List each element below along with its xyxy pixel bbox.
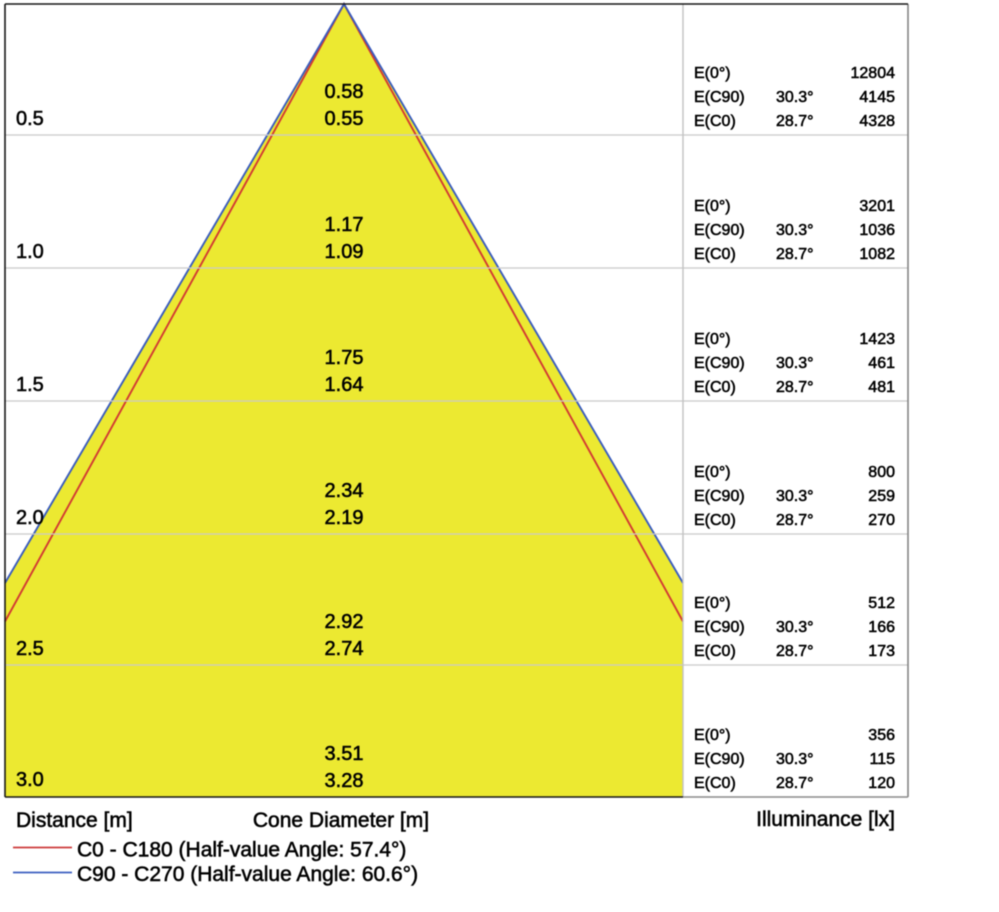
svg-text:2.74: 2.74 bbox=[325, 638, 364, 660]
svg-text:0.5: 0.5 bbox=[16, 108, 44, 130]
svg-text:1.0: 1.0 bbox=[16, 241, 44, 263]
svg-text:E(C0): E(C0) bbox=[694, 113, 736, 130]
svg-text:E(C90): E(C90) bbox=[694, 619, 745, 636]
svg-text:3.0: 3.0 bbox=[16, 769, 44, 791]
svg-text:Illuminance [lx]: Illuminance [lx] bbox=[756, 808, 895, 831]
svg-text:2.0: 2.0 bbox=[16, 507, 44, 529]
svg-text:E(C90): E(C90) bbox=[694, 222, 745, 239]
svg-text:28.7°: 28.7° bbox=[776, 113, 814, 130]
svg-text:30.3°: 30.3° bbox=[776, 222, 814, 239]
svg-text:356: 356 bbox=[868, 727, 895, 744]
svg-text:E(C90): E(C90) bbox=[694, 355, 745, 372]
svg-text:1082: 1082 bbox=[859, 246, 895, 263]
svg-text:30.3°: 30.3° bbox=[776, 89, 814, 106]
svg-text:166: 166 bbox=[868, 619, 895, 636]
svg-text:30.3°: 30.3° bbox=[776, 619, 814, 636]
svg-text:28.7°: 28.7° bbox=[776, 379, 814, 396]
svg-text:28.7°: 28.7° bbox=[776, 643, 814, 660]
svg-text:E(C0): E(C0) bbox=[694, 246, 736, 263]
svg-text:28.7°: 28.7° bbox=[776, 775, 814, 792]
svg-text:1.5: 1.5 bbox=[16, 374, 44, 396]
svg-text:461: 461 bbox=[868, 355, 895, 372]
svg-text:C90 - C270 (Half-value Angle:: C90 - C270 (Half-value Angle: 60.6°) bbox=[77, 863, 418, 886]
svg-text:1423: 1423 bbox=[859, 331, 895, 348]
svg-text:E(0°): E(0°) bbox=[694, 464, 731, 481]
svg-text:1.64: 1.64 bbox=[325, 374, 364, 396]
svg-text:E(C0): E(C0) bbox=[694, 643, 736, 660]
svg-text:1.75: 1.75 bbox=[325, 347, 364, 369]
svg-text:2.5: 2.5 bbox=[16, 638, 44, 660]
svg-text:4145: 4145 bbox=[859, 89, 895, 106]
svg-text:3.28: 3.28 bbox=[325, 770, 364, 792]
svg-text:115: 115 bbox=[869, 751, 895, 768]
svg-text:Cone Diameter [m]: Cone Diameter [m] bbox=[253, 809, 429, 832]
svg-text:3.51: 3.51 bbox=[325, 743, 364, 765]
svg-text:800: 800 bbox=[868, 464, 895, 481]
svg-text:1.09: 1.09 bbox=[325, 241, 364, 263]
svg-text:E(0°): E(0°) bbox=[694, 595, 731, 612]
svg-text:2.19: 2.19 bbox=[325, 507, 364, 529]
svg-text:30.3°: 30.3° bbox=[776, 355, 814, 372]
svg-text:28.7°: 28.7° bbox=[776, 246, 814, 263]
svg-text:259: 259 bbox=[868, 488, 895, 505]
svg-text:E(C90): E(C90) bbox=[694, 89, 745, 106]
svg-text:120: 120 bbox=[868, 775, 895, 792]
svg-text:E(C0): E(C0) bbox=[694, 379, 736, 396]
svg-text:4328: 4328 bbox=[859, 113, 895, 130]
svg-text:481: 481 bbox=[868, 379, 895, 396]
svg-text:1.17: 1.17 bbox=[325, 214, 364, 236]
svg-text:270: 270 bbox=[868, 512, 895, 529]
svg-text:E(0°): E(0°) bbox=[694, 198, 731, 215]
svg-text:E(C0): E(C0) bbox=[694, 512, 736, 529]
svg-text:30.3°: 30.3° bbox=[776, 751, 814, 768]
svg-text:E(C90): E(C90) bbox=[694, 488, 745, 505]
svg-text:E(0°): E(0°) bbox=[694, 65, 731, 82]
svg-text:0.58: 0.58 bbox=[325, 81, 364, 103]
svg-text:1036: 1036 bbox=[859, 222, 895, 239]
svg-text:173: 173 bbox=[868, 643, 895, 660]
svg-text:512: 512 bbox=[868, 595, 895, 612]
svg-text:0.55: 0.55 bbox=[325, 108, 364, 130]
svg-text:E(0°): E(0°) bbox=[694, 331, 731, 348]
svg-text:E(C0): E(C0) bbox=[694, 775, 736, 792]
svg-text:28.7°: 28.7° bbox=[776, 512, 814, 529]
svg-text:12804: 12804 bbox=[851, 65, 896, 82]
svg-text:E(C90): E(C90) bbox=[694, 751, 745, 768]
svg-text:Distance [m]: Distance [m] bbox=[16, 809, 133, 832]
svg-text:2.34: 2.34 bbox=[325, 480, 364, 502]
svg-text:E(0°): E(0°) bbox=[694, 727, 731, 744]
svg-text:C0 - C180 (Half-value Angle: 5: C0 - C180 (Half-value Angle: 57.4°) bbox=[77, 839, 406, 862]
svg-text:30.3°: 30.3° bbox=[776, 488, 814, 505]
svg-text:3201: 3201 bbox=[859, 198, 895, 215]
svg-text:2.92: 2.92 bbox=[325, 611, 364, 633]
